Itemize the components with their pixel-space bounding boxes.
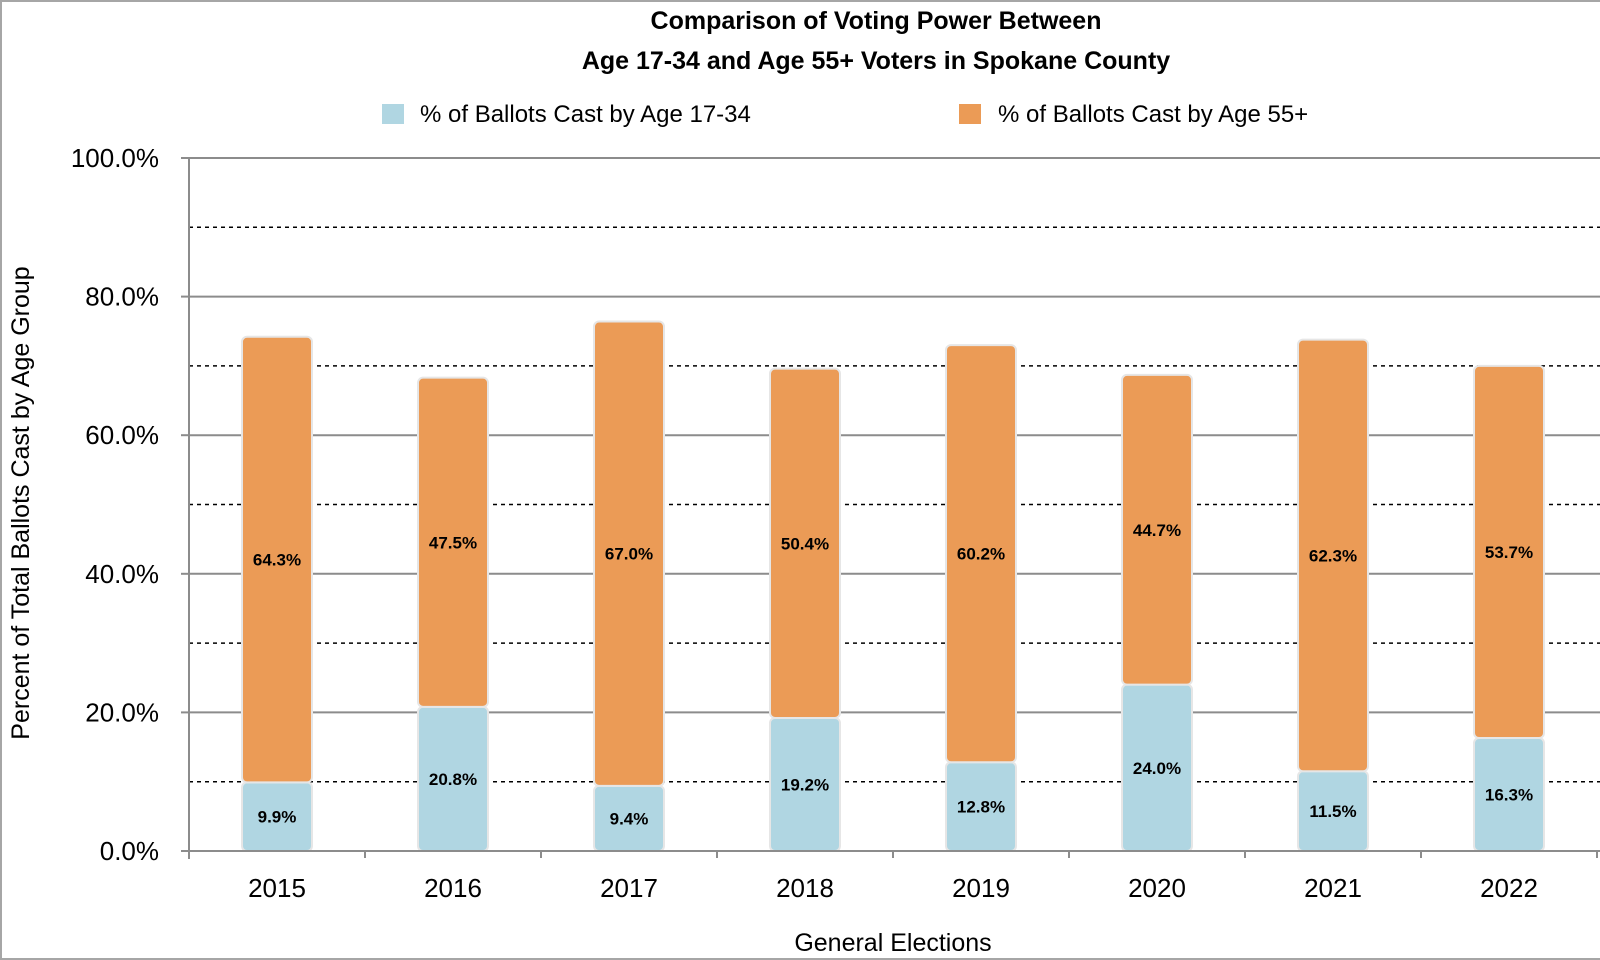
x-axis-ticks: 2015 2016 2017 2018 2019 2020 2021 2022 [188,851,1598,903]
data-label-age-17-34: 19.2% [781,775,829,794]
x-tick-label: 2019 [952,873,1010,903]
data-label-age-17-34: 11.5% [1309,802,1356,821]
x-tick-label: 2016 [424,873,482,903]
legend-marker-age-55-plus [959,104,981,124]
data-label-age-17-34: 20.8% [429,770,477,789]
data-label-age-55-plus: 44.7% [1133,521,1181,540]
chart-title-line-1: Comparison of Voting Power Between [651,7,1102,35]
bar-age-55-plus [1473,364,1545,740]
y-tick-label: 20.0% [85,697,159,727]
data-label-age-55-plus: 47.5% [429,533,477,552]
data-label-age-17-34: 9.9% [258,808,297,827]
bar-age-55-plus [241,335,313,784]
y-tick-label: 80.0% [85,282,159,312]
bar-age-55-plus [945,344,1017,764]
data-label-age-17-34: 12.8% [957,798,1005,817]
legend-label-age-55-plus: % of Ballots Cast by Age 55+ [998,101,1308,128]
chart-title-line-2: Age 17-34 and Age 55+ Voters in Spokane … [582,47,1170,75]
x-tick-label: 2021 [1304,873,1362,903]
data-label-age-55-plus: 50.4% [781,534,829,553]
y-tick-label: 60.0% [85,420,159,450]
x-tick-label: 2017 [600,873,658,903]
y-axis-ticks: 0.0% 20.0% 40.0% 60.0% 80.0% 100.0% [71,143,189,866]
y-axis-title: Percent of Total Ballots Cast by Age Gro… [7,266,35,739]
y-tick-label: 100.0% [71,143,159,173]
bar-age-55-plus [593,320,665,787]
bar-age-55-plus [1297,338,1369,773]
x-tick-label: 2018 [776,873,834,903]
x-tick-label: 2015 [248,873,306,903]
data-label-age-55-plus: 53.7% [1485,543,1533,562]
y-tick-label: 0.0% [100,836,159,866]
bar-age-55-plus [769,367,841,719]
data-label-age-55-plus: 67.0% [605,545,653,564]
bars: 9.9% 64.3% 20.8% 47.5% 9.4% 67.0% 19.2% 50.4% 12… [241,320,1545,853]
legend: % of Ballots Cast by Age 17-34 % of Ball… [382,101,1308,128]
x-tick-label: 2022 [1480,873,1538,903]
data-label-age-17-34: 9.4% [610,809,649,828]
data-label-age-55-plus: 62.3% [1309,546,1357,565]
x-axis-title: General Elections [794,929,991,957]
data-label-age-55-plus: 60.2% [957,545,1005,564]
legend-label-age-17-34: % of Ballots Cast by Age 17-34 [420,101,751,128]
bar-age-55-plus [417,376,489,708]
bar-age-55-plus [1121,373,1193,686]
y-tick-label: 40.0% [85,559,159,589]
x-tick-label: 2020 [1128,873,1186,903]
legend-marker-age-17-34 [382,104,404,124]
data-label-age-55-plus: 64.3% [253,551,301,570]
axes [181,157,1600,859]
gridlines [189,157,1600,783]
data-label-age-17-34: 24.0% [1133,759,1181,778]
data-label-age-17-34: 16.3% [1485,786,1533,805]
